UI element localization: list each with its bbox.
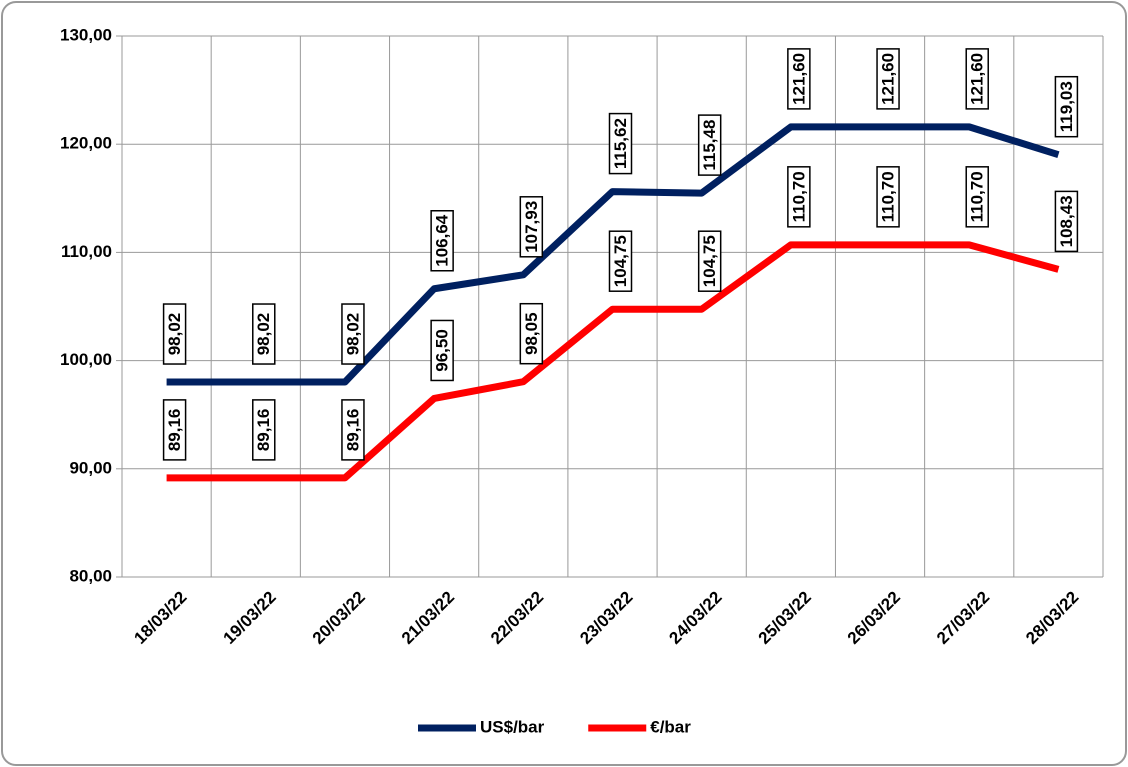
value-label-box <box>252 303 276 365</box>
value-label-box <box>519 196 544 258</box>
value-label-box <box>876 48 900 110</box>
value-label: 89,16 <box>343 409 362 452</box>
y-tick-label: 100,00 <box>60 350 112 369</box>
value-label: 119,03 <box>1057 81 1076 132</box>
value-label: 110,70 <box>879 171 898 222</box>
y-tick-label: 120,00 <box>60 134 112 153</box>
value-label: 115,62 <box>611 118 630 169</box>
value-label-box <box>430 210 454 272</box>
value-label: 98,02 <box>254 313 273 356</box>
lines <box>166 123 1060 482</box>
value-label-box <box>1054 75 1079 138</box>
value-label: 89,16 <box>254 409 273 452</box>
value-label: 98,05 <box>522 312 541 355</box>
value-label-box <box>252 399 276 461</box>
value-label: 121,60 <box>879 53 898 105</box>
value-label-box <box>162 399 187 461</box>
value-label: 89,16 <box>165 409 184 452</box>
value-label-box <box>787 48 811 110</box>
legend-label: €/bar <box>650 717 691 736</box>
value-label: 121,60 <box>789 53 808 105</box>
value-label-box <box>965 48 989 110</box>
value-label-box <box>876 166 900 228</box>
value-label: 98,02 <box>343 313 362 356</box>
value-label: 107,93 <box>522 201 541 253</box>
value-label-box <box>965 166 989 228</box>
value-label: 110,70 <box>968 171 987 222</box>
value-label: 104,75 <box>700 235 719 287</box>
value-label-box <box>608 112 633 175</box>
y-tick-label: 110,00 <box>61 242 112 261</box>
value-label: 108,43 <box>1057 195 1076 247</box>
value-label-box <box>162 303 187 365</box>
value-label-box <box>697 230 722 292</box>
value-label: 104,75 <box>611 235 630 287</box>
value-label-box <box>519 302 544 365</box>
value-label-box <box>1054 190 1079 253</box>
grid <box>116 35 1104 578</box>
value-label-box <box>341 399 365 461</box>
value-label: 110,70 <box>789 171 808 222</box>
value-label: 121,60 <box>968 53 987 105</box>
series-line <box>166 123 1060 386</box>
value-label-box <box>608 230 633 292</box>
value-label-box <box>697 114 722 176</box>
labels: 80,0090,00100,00110,00120,00130,0018/03/… <box>60 25 1082 736</box>
value-label: 106,64 <box>433 214 452 267</box>
value-label-box <box>341 303 365 365</box>
series-line <box>166 241 1060 482</box>
value-label-box <box>430 319 454 382</box>
legend-label: US$/bar <box>480 717 545 736</box>
y-tick-label: 90,00 <box>69 458 112 477</box>
value-label: 115,48 <box>700 120 719 171</box>
value-label-box <box>787 166 811 228</box>
value-label: 98,02 <box>165 313 184 356</box>
value-label: 96,50 <box>433 329 452 372</box>
y-tick-label: 80,00 <box>69 566 112 585</box>
y-tick-label: 130,00 <box>60 25 112 44</box>
